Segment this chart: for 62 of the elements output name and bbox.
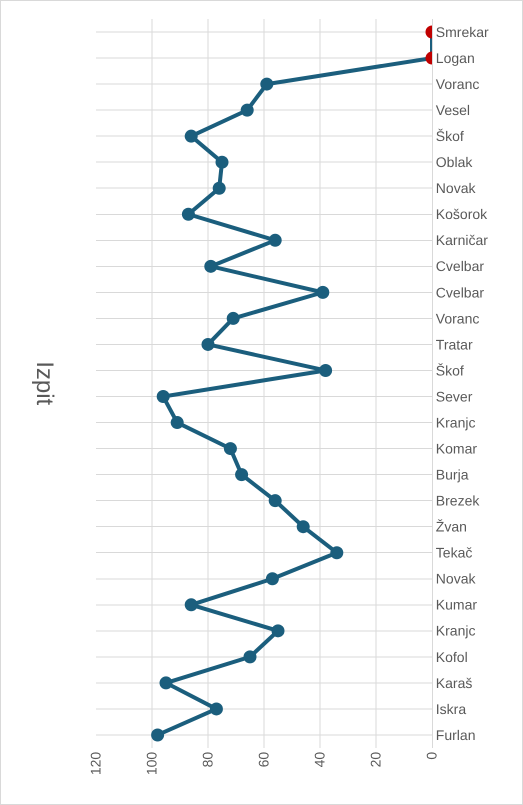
y-tick-label: Brezek [436, 492, 480, 509]
y-tick-label: Logan [436, 50, 475, 66]
x-tick-label: 20 [368, 752, 384, 768]
y-tick-label: Novak [436, 570, 476, 587]
y-tick-label: Voranc [436, 310, 480, 326]
y-tick-label: Sever [436, 388, 473, 404]
point [204, 260, 218, 273]
point [272, 624, 284, 638]
y-tick-label: Iskra [436, 700, 466, 717]
y-tick-label: Tratar [436, 336, 473, 352]
point [202, 338, 214, 351]
point [244, 650, 256, 664]
point [184, 598, 198, 612]
point [156, 390, 170, 404]
point [224, 442, 237, 456]
point [296, 520, 310, 534]
point [212, 182, 226, 195]
y-tick-label: Cvelbar [436, 258, 484, 274]
text: Izpit [30, 361, 58, 406]
y-tick-label: Kofol [436, 648, 468, 665]
x-tick-label: 0 [424, 752, 440, 760]
point [216, 156, 228, 169]
y-tick-label: Novak [436, 180, 476, 196]
point [170, 416, 184, 430]
x-tick-label: 120 [88, 752, 104, 776]
y-tick-label: Cvelbar [436, 284, 484, 300]
y-tick-label: Žvan [436, 518, 467, 535]
y-tick-label: Furlan [436, 726, 476, 743]
y-tick-label: Tekač [436, 544, 472, 561]
y-tick-label: Vesel [436, 102, 470, 118]
y-tick-label: Karničar [436, 232, 488, 248]
point [151, 728, 164, 742]
x-tick-label: 80 [200, 752, 216, 768]
y-tick-label: Karaš [436, 674, 472, 691]
x-tick-label: 40 [312, 752, 328, 768]
point [268, 494, 282, 508]
point [160, 676, 172, 690]
point [226, 312, 240, 325]
point [319, 364, 332, 377]
point [182, 208, 195, 221]
point [330, 546, 344, 560]
point [210, 702, 223, 716]
x-tick-label: 60 [256, 752, 272, 768]
point [235, 468, 248, 482]
y-tick-label: Voranc [436, 76, 480, 92]
y-tick-label: Kranjc [436, 414, 476, 430]
y-tick-label: Škof [436, 362, 464, 378]
y-tick-label: Škof [436, 128, 464, 144]
y-tick-label: Burja [436, 466, 469, 483]
y-tick-label: Komar [436, 440, 478, 456]
point [268, 234, 282, 247]
y-tick-label: Kumar [436, 596, 478, 613]
point [316, 286, 330, 299]
y-tick-label: Kranjc [436, 622, 476, 639]
x-tick-label: 100 [144, 752, 160, 776]
y-tick-label: Košorok [436, 206, 488, 222]
point [260, 78, 274, 91]
y-tick-label: Oblak [436, 154, 474, 170]
point [266, 572, 279, 586]
point [240, 104, 254, 117]
point [184, 130, 198, 143]
y-tick-label: Smrekar [436, 24, 490, 40]
